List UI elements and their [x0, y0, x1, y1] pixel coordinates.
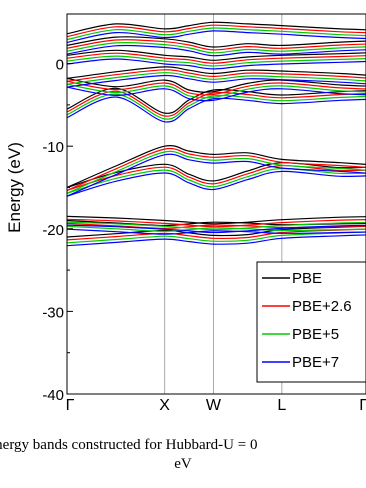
legend-label: PBE+2.6: [292, 298, 352, 315]
band-line: [67, 55, 366, 67]
band-lines: [67, 21, 366, 247]
y-axis-label: Energy (eV): [5, 142, 24, 233]
band-line: [67, 49, 366, 61]
band-line: [67, 66, 366, 79]
band-line: [67, 162, 366, 189]
kpoint-label: Γ: [359, 397, 366, 414]
band-line: [67, 93, 366, 120]
y-tick-label: -30: [42, 304, 64, 321]
legend-label: PBE+5: [292, 326, 339, 343]
band-line: [67, 224, 366, 234]
band-line: [67, 228, 366, 241]
band-line: [67, 234, 366, 247]
band-line: [67, 24, 366, 38]
band-line: [67, 52, 366, 64]
y-tick-label: -20: [42, 222, 64, 239]
band-structure-chart: 0 -10 -20 -30 -40 Γ X W L Γ Energy (eV) PBE PBE+2…: [5, 13, 366, 414]
band-line: [67, 145, 366, 189]
legend-label: PBE: [292, 270, 322, 287]
caption-line-1: Energy bands constructed for Hubbard-U =…: [0, 437, 258, 453]
band-line: [67, 90, 366, 117]
y-tick-label: 0: [56, 57, 64, 74]
band-line: [67, 150, 366, 194]
legend: PBE PBE+2.6 PBE+5 PBE+7: [256, 261, 366, 383]
band-line: [67, 44, 366, 57]
kpoint-label: Γ: [66, 397, 75, 414]
series-pbe-7: [67, 30, 366, 247]
band-line: [67, 36, 366, 48]
figure-caption: Energy bands constructed for Hubbard-U =…: [0, 437, 366, 483]
band-line: [67, 96, 366, 123]
y-tick-label: -40: [42, 387, 64, 404]
band-line: [67, 39, 366, 51]
band-line: [67, 147, 366, 191]
band-line: [67, 41, 366, 54]
caption-line-2: eV: [174, 456, 192, 472]
band-line: [67, 218, 366, 228]
band-line: [67, 167, 366, 194]
series-pbe-5: [67, 27, 366, 244]
band-line: [67, 170, 366, 197]
band-line: [67, 83, 366, 99]
legend-label: PBE+7: [292, 354, 339, 371]
band-line: [67, 30, 366, 44]
band-line: [67, 72, 366, 85]
series-pbe: [67, 21, 366, 238]
band-line: [67, 86, 366, 102]
band-line: [67, 228, 366, 235]
y-axis: 0 -10 -20 -30 -40: [42, 57, 73, 404]
band-line: [67, 221, 366, 231]
series-pbe-2-6: [67, 24, 366, 241]
kpoint-label: X: [159, 397, 170, 414]
kpoint-label: W: [206, 397, 222, 414]
band-line: [67, 69, 366, 82]
band-line: [67, 153, 366, 197]
band-line: [67, 215, 366, 225]
band-line: [67, 74, 366, 88]
band-line: [67, 225, 366, 232]
band-line: [67, 27, 366, 41]
y-tick-label: -10: [42, 139, 64, 156]
band-line: [67, 80, 366, 96]
plot-frame: [66, 13, 366, 395]
band-line: [67, 58, 366, 70]
band-line: [67, 231, 366, 244]
band-line: [67, 21, 366, 35]
kpoint-label: L: [277, 397, 286, 414]
band-line: [67, 77, 366, 93]
band-line: [67, 164, 366, 191]
